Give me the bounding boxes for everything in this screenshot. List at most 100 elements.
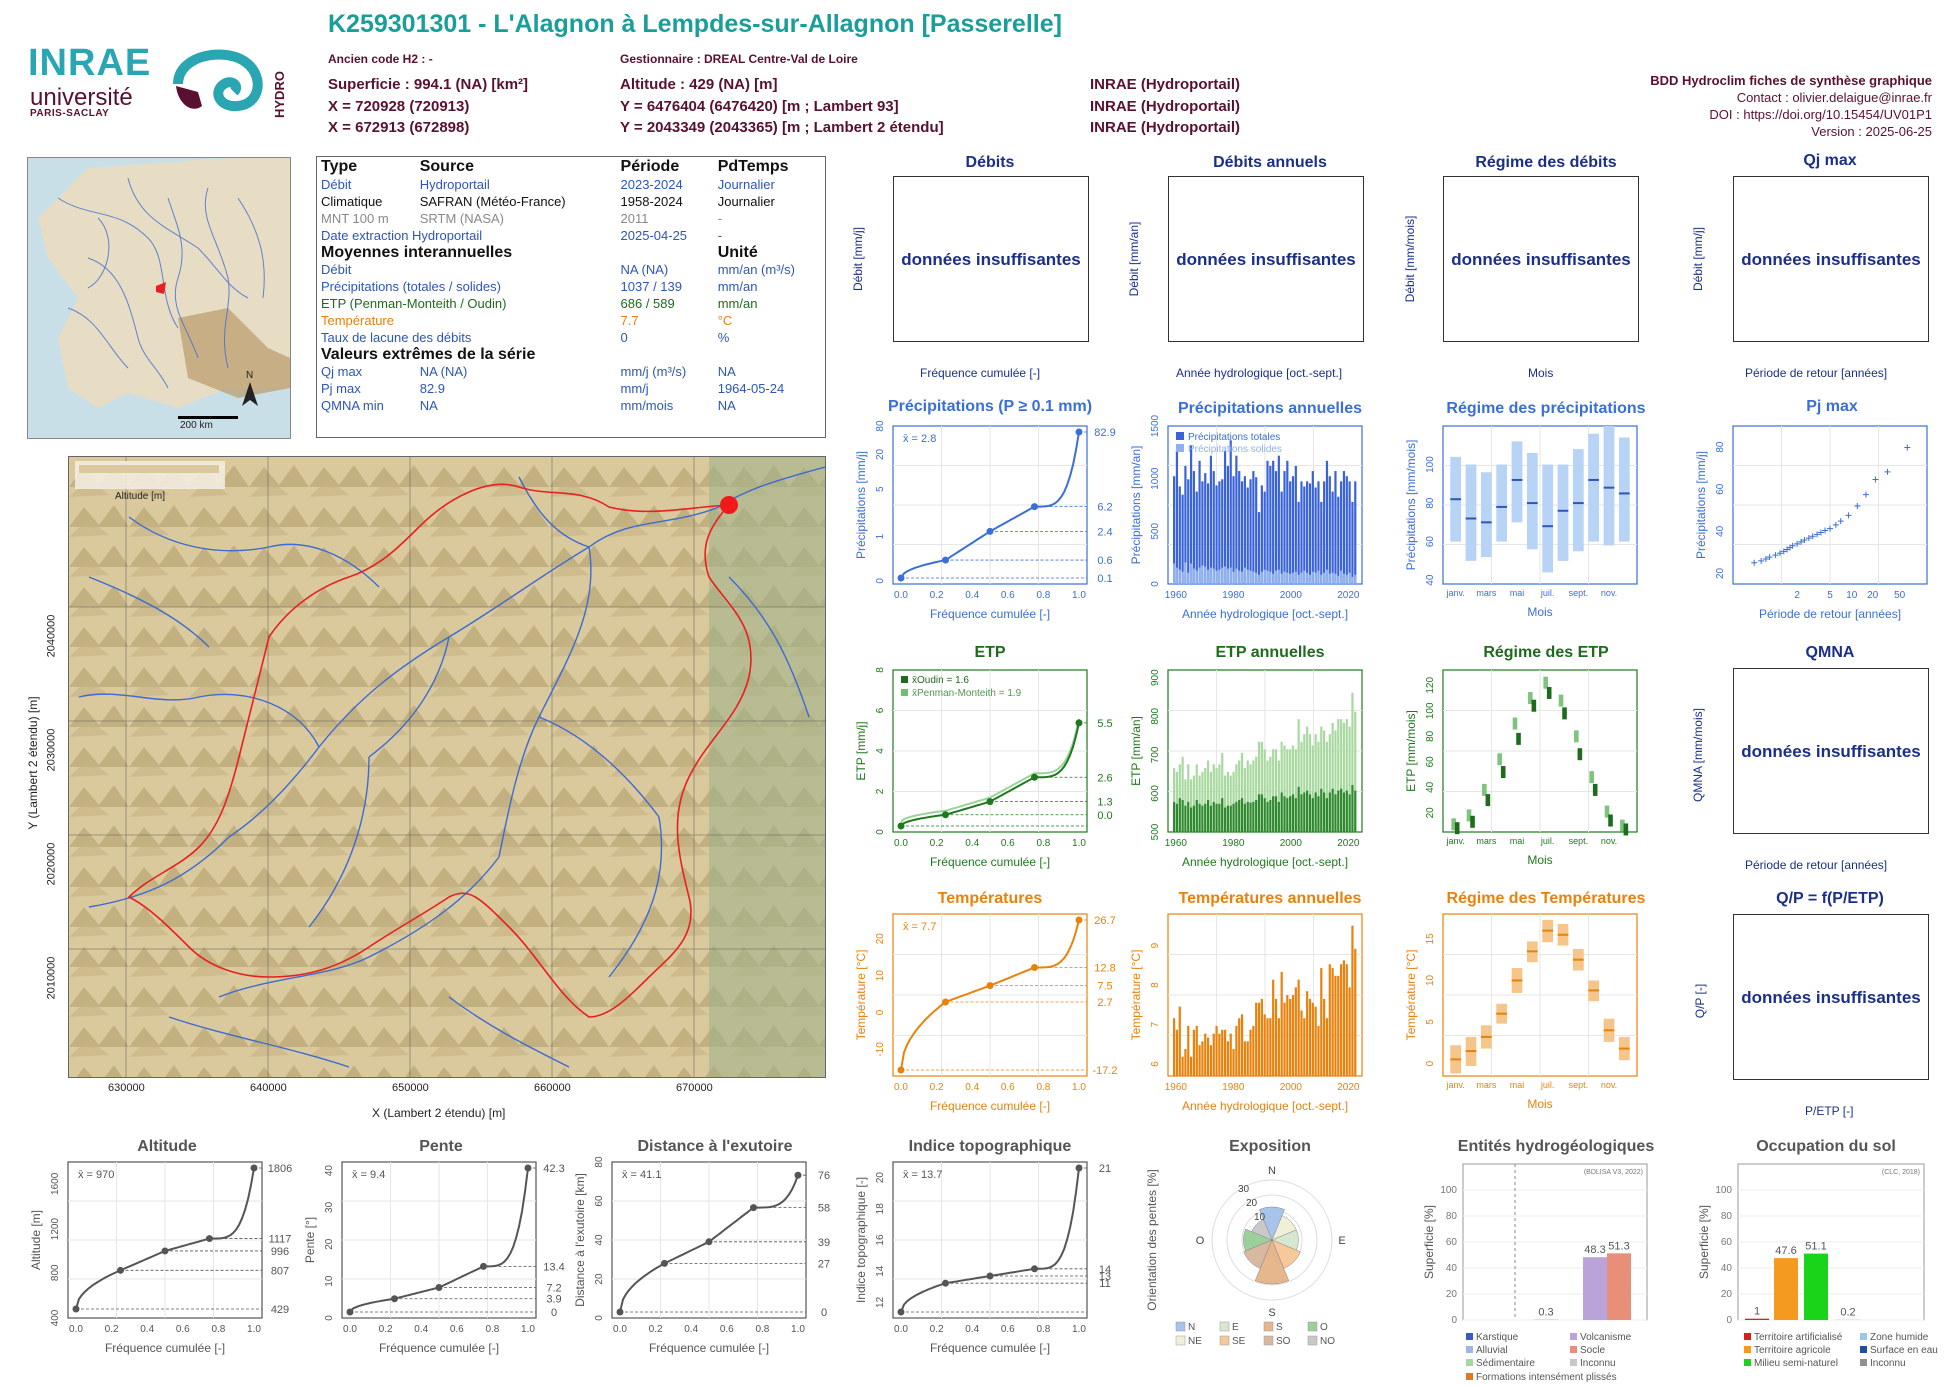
hydrogeo-bar-label: 0.3 [1538, 1307, 1553, 1319]
temp-annual-bar [1181, 1056, 1184, 1076]
precip-cum-right-label: 0.6 [1097, 555, 1112, 567]
etp-regime-ytick: 40 [1425, 781, 1436, 793]
bottom-cum-3-xtick: 0.8 [1036, 1324, 1050, 1335]
bottom-cum-0-xtick: 0.0 [69, 1324, 83, 1335]
etp-cum-ylabel: ETP [mm/j] [854, 721, 868, 780]
etp-annual-bar [1243, 803, 1246, 832]
bottom-cum-2-xtick: 0.6 [720, 1324, 734, 1335]
precip-annual-bar [1232, 571, 1235, 584]
etp-annual-bar [1291, 794, 1295, 832]
precip-annual-bar [1354, 481, 1357, 584]
temp-annual-bar [1249, 1029, 1252, 1076]
precip-annual-bar [1204, 473, 1207, 584]
xlab-debits-annuels: Année hydrologique [oct.-sept.] [1176, 366, 1343, 380]
etp-annual-bar [1354, 790, 1357, 832]
bottom-cum-1-right-label: 7.2 [546, 1282, 561, 1294]
panel-title-regime-temp: Régime des Températures [1446, 890, 1646, 907]
hydrogeo-legend-label: Alluvial [1476, 1345, 1508, 1356]
precip-annual-bar [1266, 460, 1269, 584]
precip-annual-bar [1235, 455, 1238, 584]
precip-annual-bar [1320, 574, 1323, 584]
precip-annual-bar [1260, 571, 1263, 584]
temp-annual-bar [1238, 1018, 1241, 1076]
occupation-legend-label: Inconnu [1870, 1358, 1906, 1369]
etp-annual-ytick: 800 [1150, 708, 1161, 725]
etp-cum-xtick: 0.0 [894, 838, 908, 849]
pjmax-ytick: 80 [1715, 441, 1726, 453]
precip-annual-bar [1342, 471, 1346, 584]
panel-title-hydrogeo: Entités hydrogéologiques [1457, 1138, 1655, 1155]
rose-dir-n: N [1268, 1165, 1276, 1177]
temp-cum-mean: x̄ = 7.7 [903, 921, 936, 933]
precip-annual-bar [1323, 572, 1326, 584]
temp-annual-bar [1272, 979, 1275, 1076]
occupation-bar-label: 0.2 [1840, 1307, 1855, 1319]
bottom-cum-0-xlabel: Fréquence cumulée [-] [105, 1341, 225, 1355]
bottom-cum-1-ytick: 30 [324, 1201, 335, 1213]
temp-regime-ytick: 5 [1425, 1019, 1436, 1025]
temp-annual-bar [1246, 1041, 1249, 1076]
precip-annual-bar [1181, 494, 1184, 584]
precip-annual-bar [1232, 476, 1235, 584]
etp-annual-bar [1283, 796, 1286, 832]
bottom-cum-3-ytick: 20 [875, 1172, 886, 1184]
bottom-cum-0-xtick: 1.0 [247, 1324, 261, 1335]
etp-regime-ytick: 120 [1425, 677, 1436, 694]
etp-annual-bar [1206, 800, 1210, 832]
precip-annual-bar [1240, 481, 1244, 584]
ext-cell: mm/j (m³/s) [620, 364, 687, 379]
bottom-cum-2-right-label: 27 [818, 1258, 830, 1270]
pjmax-ytick: 40 [1715, 525, 1726, 537]
precip-regime-box [1480, 472, 1492, 558]
moy-cell: Taux de lacune des débits [321, 330, 472, 345]
gestionnaire: Gestionnaire : DREAL Centre-Val de Loire [620, 52, 858, 66]
bottom-cum-1-ytick: 20 [324, 1238, 335, 1250]
etp-annual-bar [1266, 801, 1269, 832]
pjmax-point [1766, 554, 1773, 561]
etp-annual-ylabel: ETP [mm/an] [1129, 716, 1143, 786]
hydrogeo-bar-label: 48.3 [1584, 1244, 1605, 1256]
occupation-legend-swatch [1744, 1359, 1751, 1366]
precip-annual-bar [1252, 571, 1255, 584]
precip-cum-ytick: 1 [875, 533, 886, 539]
etp-regime-box-penman [1589, 771, 1594, 784]
bottom-cum-1-xtick: 0.8 [485, 1324, 499, 1335]
etp-annual-bar [1246, 760, 1249, 832]
occupation-legend-swatch [1860, 1346, 1867, 1353]
etp-annual-bar [1246, 801, 1249, 832]
precip-annual-bar [1263, 491, 1266, 584]
hydrogeo-legend-label: Inconnu [1580, 1358, 1616, 1369]
bottom-cum-0-right-label: 1806 [268, 1163, 292, 1175]
etp-annual-bar [1249, 802, 1252, 832]
etp-annual-bar [1201, 805, 1204, 832]
etp-annual-bar [1189, 779, 1193, 832]
etp-annual-bar [1232, 771, 1235, 832]
temp-annual-bar [1201, 1041, 1204, 1076]
y-l2e: Y = 2043349 (2043365) [m ; Lambert 2 éte… [620, 119, 944, 136]
precip-annual-bar [1255, 572, 1258, 584]
precip-regime-ytick: 80 [1425, 497, 1436, 509]
info-cell: - [717, 228, 723, 243]
panel-regime-debits: données insuffisantes [1443, 176, 1639, 342]
precip-regime-ytick: 40 [1425, 574, 1436, 586]
temp-annual-xtick: 2000 [1280, 1082, 1303, 1093]
etp-regime-box-penman [1512, 717, 1518, 730]
bottom-cum-0-ytick: 800 [50, 1264, 61, 1281]
etp-regime-box-penman [1574, 730, 1579, 743]
info-cell: 2023-2024 [620, 177, 683, 192]
precip-annual-bar [1311, 471, 1314, 584]
map-xtick: 650000 [392, 1082, 429, 1094]
panel-title-precip-annuelles: Précipitations annuelles [1177, 400, 1363, 417]
ext-cell: NA [717, 398, 736, 413]
rose-sector-o [1243, 1228, 1273, 1252]
etp-annual-bar [1223, 775, 1227, 832]
rose-legend-label: SE [1232, 1336, 1246, 1347]
precip-annual-bar [1274, 570, 1278, 584]
occupation-legend-label: Territoire agricole [1754, 1345, 1831, 1356]
temp-regime-xtick: juil. [1540, 1080, 1555, 1090]
etp-annual-bar [1351, 692, 1354, 832]
pjmax-point [1827, 525, 1833, 532]
north-arrow-icon [242, 382, 258, 406]
paris-saclay-logo: PARIS-SACLAY [30, 108, 110, 119]
etp-annual-bar [1351, 784, 1354, 832]
